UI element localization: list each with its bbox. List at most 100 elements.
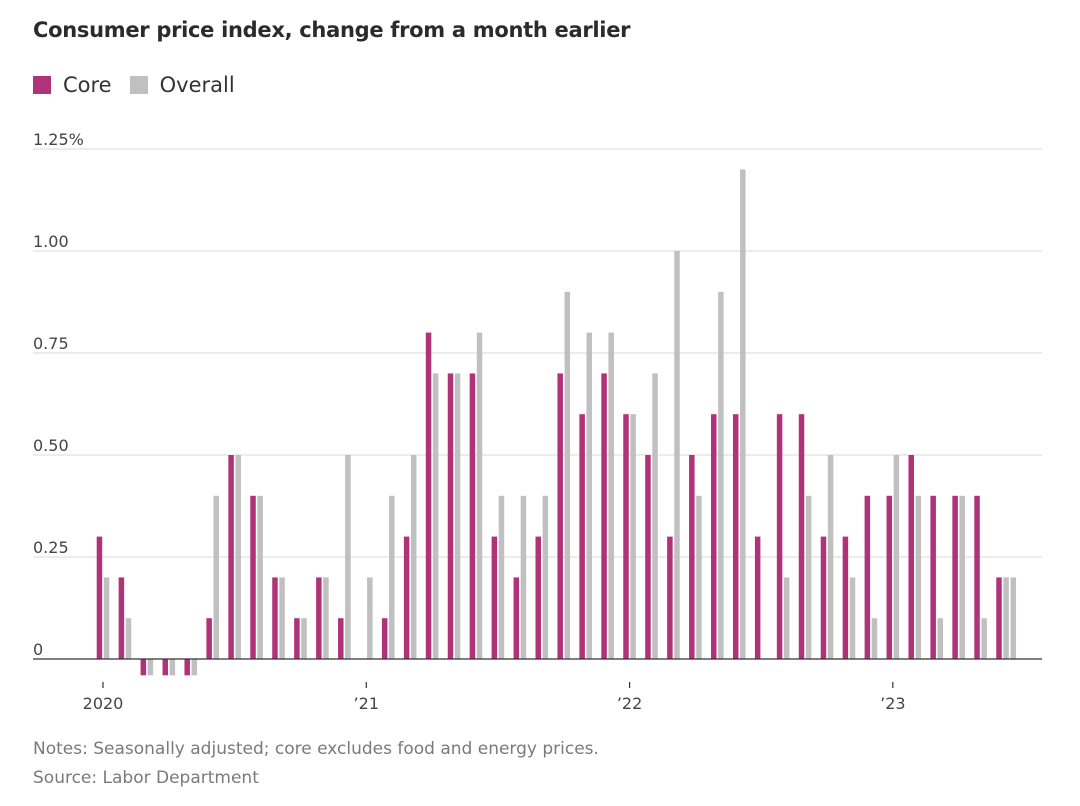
bar-overall	[981, 618, 987, 659]
legend-label-core: Core	[63, 73, 112, 97]
legend-swatch-overall	[129, 76, 148, 94]
legend-item-overall: Overall	[129, 73, 235, 97]
y-tick-label: 0.25	[33, 538, 69, 557]
bar-core	[425, 332, 432, 659]
bar-core	[798, 414, 805, 659]
bar-core	[535, 536, 541, 659]
bar-overall	[367, 577, 373, 659]
bar-overall	[323, 577, 329, 659]
bar-core	[491, 536, 498, 659]
bar-overall	[696, 495, 702, 659]
bar-overall	[827, 455, 834, 659]
y-axis-labels: 0 0.25 0.50 0.75 1.00 1.25%	[33, 130, 84, 659]
bar-overall	[871, 618, 878, 659]
bar-core	[842, 536, 849, 659]
y-tick-label: 0	[33, 640, 43, 659]
bar-overall	[191, 659, 198, 676]
bar-core	[272, 577, 278, 659]
bar-core	[294, 618, 300, 659]
bar-core	[732, 414, 739, 659]
bar-overall	[783, 577, 790, 659]
bar-core	[250, 495, 256, 659]
bar-core	[776, 414, 783, 659]
legend-item-core: Core	[33, 73, 112, 97]
bar-overall	[740, 169, 746, 659]
bar-core	[579, 414, 585, 659]
bar-core	[206, 618, 212, 659]
bar-overall	[389, 495, 395, 659]
bar-overall	[257, 495, 263, 659]
bar-overall	[542, 495, 549, 659]
bar-overall	[937, 618, 944, 659]
bar-overall	[432, 373, 439, 659]
bar-core	[645, 455, 651, 659]
notes-block: Notes: Seasonally adjusted; core exclude…	[33, 735, 599, 793]
bar-overall	[410, 455, 417, 659]
y-tick-label: 0.50	[33, 436, 69, 455]
bar-core	[952, 495, 958, 659]
bar-overall	[235, 455, 241, 659]
bar-core	[974, 495, 980, 659]
bar-core	[908, 455, 914, 659]
chart-title: Consumer price index, change from a mont…	[33, 18, 631, 42]
bar-core	[469, 373, 476, 659]
bar-core	[381, 618, 388, 659]
bar-core	[623, 414, 629, 659]
bar-core	[820, 536, 827, 659]
y-tick-label: 1.25%	[33, 130, 84, 149]
notes-text: Notes: Seasonally adjusted; core exclude…	[33, 739, 599, 759]
bar-core	[403, 536, 410, 659]
bar-overall	[125, 618, 132, 659]
bar-overall	[103, 577, 110, 659]
legend: Core Overall	[33, 73, 253, 97]
legend-label-overall: Overall	[159, 73, 235, 97]
bar-overall	[805, 495, 812, 659]
x-tick-label: 2020	[83, 694, 124, 713]
bar-core	[930, 495, 936, 659]
bar-overall	[849, 577, 856, 659]
bar-overall	[564, 291, 571, 659]
bar-overall	[893, 455, 900, 659]
bar-core	[140, 659, 147, 676]
bar-core	[557, 373, 563, 659]
bar-overall	[652, 373, 658, 659]
x-tick-label: ’23	[880, 694, 905, 713]
bar-overall	[915, 495, 922, 659]
bar-core	[667, 536, 673, 659]
bar-core	[689, 455, 695, 659]
bar-core	[184, 659, 190, 676]
bar-overall	[301, 618, 307, 659]
bar-overall	[586, 332, 592, 659]
bar-overall	[213, 495, 219, 659]
bar-core	[601, 373, 607, 659]
bar-core	[118, 577, 125, 659]
bar-core	[447, 373, 454, 659]
y-tick-label: 1.00	[33, 232, 69, 251]
bar-overall	[147, 659, 154, 676]
bars	[96, 169, 1017, 676]
bar-overall	[1003, 577, 1009, 659]
bar-overall	[630, 414, 636, 659]
x-tick-label: ’21	[354, 694, 379, 713]
bar-core	[864, 495, 871, 659]
x-axis-ticks: 2020 ’21 ’22 ’23	[83, 682, 906, 713]
y-tick-label: 0.75	[33, 334, 69, 353]
bar-overall	[345, 455, 351, 659]
bar-overall	[608, 332, 614, 659]
bar-core	[338, 618, 344, 659]
bar-overall	[1010, 577, 1017, 659]
bar-core	[96, 536, 103, 659]
legend-swatch-core	[33, 76, 51, 94]
bar-overall	[169, 659, 176, 676]
bar-overall	[476, 332, 483, 659]
bar-overall	[520, 495, 527, 659]
bar-core	[711, 414, 717, 659]
bar-overall	[674, 251, 680, 659]
bar-core	[316, 577, 322, 659]
bar-overall	[454, 373, 461, 659]
bar-overall	[279, 577, 285, 659]
bar-core	[162, 659, 169, 676]
bar-core	[754, 536, 761, 659]
bar-overall	[498, 495, 505, 659]
